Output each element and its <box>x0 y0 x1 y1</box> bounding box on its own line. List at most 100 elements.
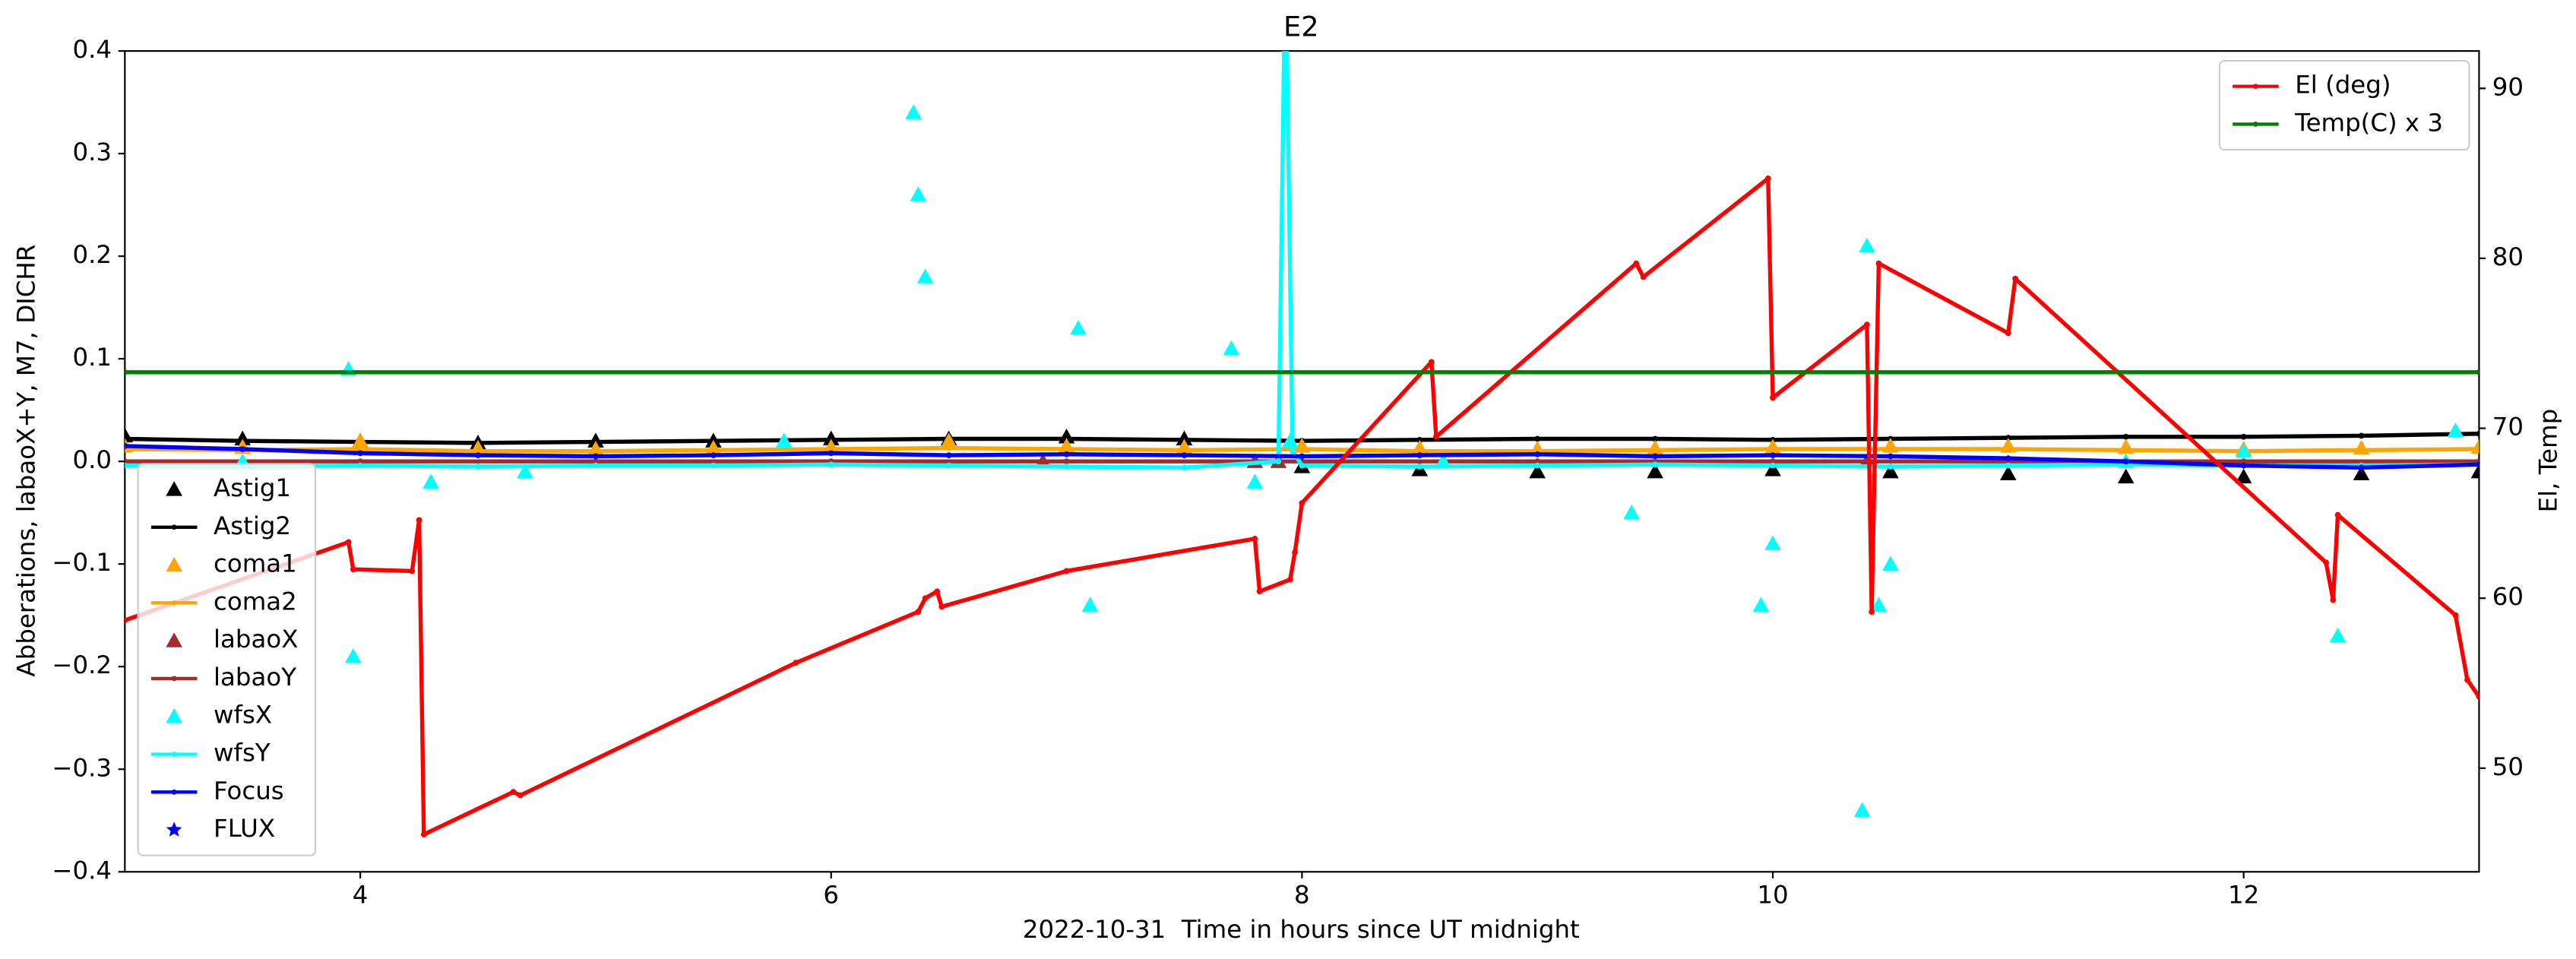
dot-marker <box>1633 260 1640 267</box>
y2-tick-label: 90 <box>2492 72 2524 101</box>
dot-marker <box>2330 597 2337 603</box>
triangle-marker <box>166 707 182 723</box>
triangle-marker <box>422 473 439 489</box>
dot-marker <box>938 603 945 610</box>
y2-tick-label: 70 <box>2492 413 2524 442</box>
dot-marker <box>1864 321 1870 328</box>
dot-marker <box>171 789 177 795</box>
x-tick-label: 6 <box>823 881 839 910</box>
plot-layer <box>125 51 2479 837</box>
triangle-marker <box>1647 463 1663 479</box>
dot-marker <box>1764 175 1771 182</box>
legend-label: FLUX <box>214 814 275 843</box>
triangle-marker <box>2329 627 2347 643</box>
triangle-marker <box>1081 597 1099 612</box>
dot-marker <box>945 462 952 469</box>
dot-marker <box>171 524 177 530</box>
legend-label: wfsY <box>214 738 271 767</box>
dot-marker <box>2358 447 2365 454</box>
dot-marker <box>945 445 952 451</box>
dot-marker <box>1063 464 1070 470</box>
triangle-marker <box>916 268 934 283</box>
dot-marker <box>1063 451 1070 457</box>
legend-label: Focus <box>214 776 284 805</box>
dot-marker <box>1299 453 1305 460</box>
triangle-marker <box>352 432 369 448</box>
dot-marker <box>1063 446 1070 452</box>
dot-marker <box>710 462 717 469</box>
dot-marker <box>934 588 941 595</box>
dot-marker <box>2122 447 2129 454</box>
dot-marker <box>125 462 128 469</box>
dot-marker <box>1652 453 1658 460</box>
y-tick-label: −0.3 <box>52 753 112 782</box>
triangle-marker <box>1529 463 1546 479</box>
dot-marker <box>2476 430 2479 437</box>
dot-marker <box>1534 458 1541 465</box>
dot-marker <box>2476 461 2479 468</box>
dot-marker <box>1256 588 1263 595</box>
triangle-marker <box>940 432 957 448</box>
dot-marker <box>350 566 356 573</box>
triangle-marker <box>910 186 927 201</box>
dot-marker <box>593 458 599 465</box>
dot-marker <box>828 446 834 452</box>
dot-marker <box>1299 500 1305 506</box>
dot-marker <box>2240 458 2247 465</box>
dot-marker <box>1640 274 1647 280</box>
dot-marker <box>2012 275 2019 282</box>
triangle-marker <box>517 463 533 479</box>
dot-marker <box>171 752 177 757</box>
dot-marker <box>1181 447 1188 454</box>
legend-label: Astig1 <box>214 473 291 502</box>
triangle-marker <box>166 556 182 572</box>
dot-marker <box>2005 455 2011 462</box>
chart-title: E2 <box>1283 10 1319 43</box>
y-tick-label: −0.1 <box>52 548 112 577</box>
dot-marker <box>475 448 481 454</box>
dot-marker <box>1888 464 1894 470</box>
dot-marker <box>1888 453 1894 460</box>
dot-marker <box>2358 432 2365 439</box>
legend-box <box>2218 60 2470 151</box>
dot-marker <box>1416 464 1423 470</box>
dot-marker <box>1534 462 1541 469</box>
dot-marker <box>1299 446 1305 452</box>
dot-marker <box>1770 452 1776 458</box>
dot-marker <box>1652 435 1658 442</box>
triangle-marker <box>1764 461 1781 476</box>
dot-marker <box>915 609 922 616</box>
dot-marker <box>1652 461 1658 468</box>
dot-marker <box>2476 446 2479 452</box>
dot-marker <box>171 600 177 606</box>
triangle-marker <box>1764 535 1781 550</box>
legend-label: wfsX <box>214 701 272 730</box>
y2-tick-label: 60 <box>2492 582 2524 611</box>
dot-marker <box>125 443 128 449</box>
triangle-marker <box>2000 465 2017 481</box>
dot-marker <box>2358 464 2365 471</box>
dot-marker <box>828 450 834 457</box>
dot-marker <box>171 676 177 682</box>
dot-marker <box>1181 452 1188 458</box>
dot-marker <box>475 464 481 470</box>
dot-marker <box>239 446 246 452</box>
dot-marker <box>1869 609 1875 616</box>
dot-marker <box>828 461 834 468</box>
dot-marker <box>125 369 128 375</box>
dot-marker <box>793 660 799 666</box>
dot-marker <box>1534 451 1541 457</box>
triangle-marker <box>166 632 182 647</box>
triangle-marker <box>2117 468 2135 484</box>
triangle-marker <box>905 104 922 119</box>
dot-marker <box>1299 462 1305 469</box>
y-tick-label: 0.4 <box>72 35 112 64</box>
x-tick-label: 12 <box>2228 881 2259 910</box>
dot-marker <box>710 447 717 454</box>
y-tick-label: 0.3 <box>72 138 112 166</box>
dot-marker <box>593 453 599 460</box>
dot-marker <box>1063 458 1070 465</box>
legend-label: Temp(C) x 3 <box>2294 108 2443 137</box>
triangle-marker <box>1246 473 1264 489</box>
dot-marker <box>1534 435 1541 442</box>
